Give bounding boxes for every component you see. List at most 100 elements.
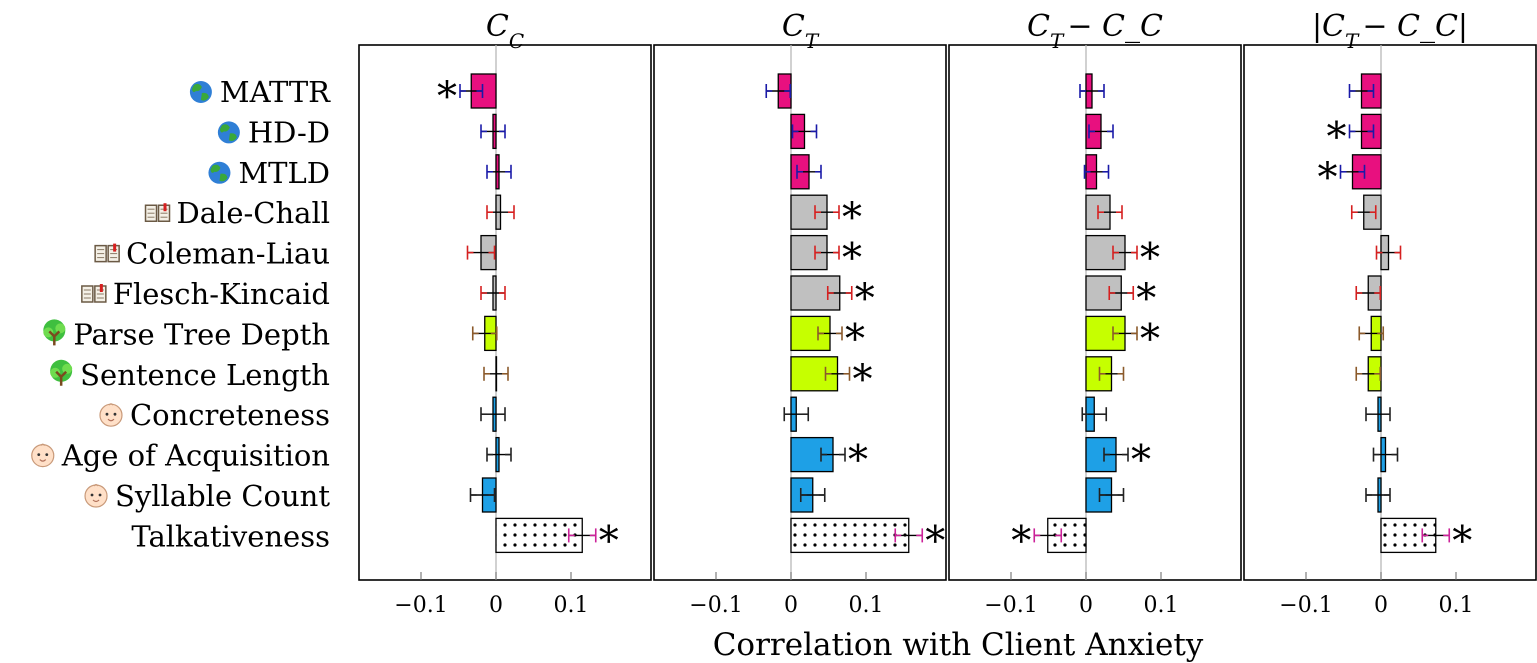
error-bar: [1098, 488, 1125, 502]
panel-title: |CT − C_C|: [1312, 9, 1468, 53]
tree-icon-canopy: [62, 363, 73, 374]
significance-star: *: [599, 518, 619, 564]
error-bar: [1375, 245, 1402, 260]
error-bar: [483, 366, 509, 381]
panel-title-subscript: T: [1345, 29, 1360, 53]
globe-icon-ocean: [208, 161, 231, 184]
book-icon: [144, 203, 171, 222]
error-bar: [826, 286, 853, 300]
error-bar: [791, 124, 818, 139]
globe-icon-land: [191, 83, 202, 93]
significance-star: *: [853, 357, 873, 403]
panel-title-main: C: [1027, 9, 1050, 44]
error-bar: [1112, 326, 1138, 341]
chart-panels: CC−0.1 0 0.1**CT−0.1 0 0.1*******CT − C_C−0.1…: [358, 9, 1537, 618]
baby-face-icon-eye: [105, 412, 109, 416]
feature-labels: MATTR HD-D MTLD Dale-Chall Coleman-Liau Flesc…: [31, 75, 331, 553]
baby-face-icon-eye: [113, 412, 117, 416]
panel-4: |CT − C_C|−0.1 0 0.1***: [1243, 9, 1537, 618]
x-tick-label: 0.1: [554, 593, 589, 618]
error-bar: [469, 488, 496, 502]
error-bar: [1348, 84, 1375, 98]
error-bar: [567, 528, 597, 543]
tree-icon-canopy: [55, 323, 66, 334]
baby-face-icon: [99, 403, 123, 427]
significance-star: *: [1318, 155, 1338, 201]
error-bar: [486, 164, 512, 179]
feature-label: HD-D: [248, 115, 330, 149]
book-icon: [81, 284, 107, 303]
baby-face-icon-eye: [98, 493, 102, 497]
error-bar: [783, 407, 810, 422]
error-bar: [820, 447, 846, 462]
book-icon-bookmark: [113, 243, 117, 252]
feature-label: MATTR: [220, 75, 331, 109]
globe-icon-land: [228, 133, 237, 141]
significance-star: *: [1136, 276, 1156, 322]
significance-star: *: [925, 518, 945, 564]
baby-face-icon-curl: [93, 483, 99, 487]
significance-star: *: [1131, 438, 1151, 484]
baby-face-icon-mouth: [92, 499, 100, 503]
error-bar: [814, 245, 840, 260]
panel-title-main: C: [486, 9, 509, 44]
panel-title-suffix: − C_C: [1067, 9, 1163, 44]
feature-label: Flesch-Kincaid: [113, 277, 330, 311]
significance-star: *: [848, 438, 868, 484]
book-icon: [94, 243, 120, 263]
x-tick-label: 0: [489, 593, 503, 618]
baby-face-icon-mouth: [107, 418, 115, 422]
globe-icon: [208, 161, 231, 184]
globe-icon-land: [210, 164, 221, 173]
baby-face-icon-eye: [37, 453, 41, 456]
significance-star: *: [1327, 114, 1347, 160]
significance-star: *: [1011, 518, 1031, 564]
feature-label: Parse Tree Depth: [73, 317, 330, 351]
x-tick-label: −0.1: [394, 593, 447, 618]
error-bar: [459, 84, 484, 98]
error-bar: [1088, 124, 1114, 139]
panel-title-subscript: C: [509, 29, 524, 53]
globe-icon-land: [219, 124, 230, 133]
tree-icon-trunk: [55, 370, 68, 386]
panel-title: CT − C_C: [1027, 9, 1163, 53]
x-tick-label: 0.1: [849, 593, 884, 618]
error-bar: [1079, 84, 1105, 98]
panel-title-subscript: T: [1050, 29, 1065, 53]
error-bar: [1112, 245, 1138, 260]
error-bar: [486, 447, 512, 462]
error-bar: [471, 326, 498, 341]
baby-face-icon: [84, 483, 108, 508]
panel-title: CT: [782, 9, 820, 53]
error-bar: [1358, 326, 1385, 341]
x-tick-label: 0: [1374, 593, 1388, 618]
error-bar: [799, 488, 826, 502]
error-bar: [814, 205, 840, 220]
feature-label: Dale-Chall: [177, 196, 330, 230]
error-bar: [1355, 286, 1382, 300]
error-bar: [480, 286, 506, 300]
significance-star: *: [1140, 236, 1160, 282]
error-bar: [894, 528, 924, 543]
error-bar: [1081, 407, 1108, 422]
error-bar: [1098, 366, 1125, 381]
feature-label: MTLD: [238, 156, 330, 190]
error-bar: [480, 124, 506, 139]
error-bar: [1339, 164, 1366, 179]
feature-label: Talkativeness: [131, 519, 330, 553]
x-tick-label: −0.1: [689, 593, 742, 618]
significance-star: *: [855, 276, 875, 322]
tree-icon-canopy: [50, 367, 61, 378]
error-bar: [1421, 528, 1451, 543]
significance-star: *: [1452, 518, 1472, 564]
significance-star: *: [842, 195, 862, 241]
feature-label: Syllable Count: [115, 479, 330, 513]
tree-icon: [50, 359, 73, 386]
error-bar: [765, 84, 792, 98]
globe-icon: [217, 121, 240, 144]
x-tick-label: 0: [1079, 593, 1093, 618]
panel-title-subscript: T: [805, 29, 820, 53]
significance-star: *: [1140, 316, 1160, 362]
baby-face-icon-eye: [45, 453, 49, 456]
